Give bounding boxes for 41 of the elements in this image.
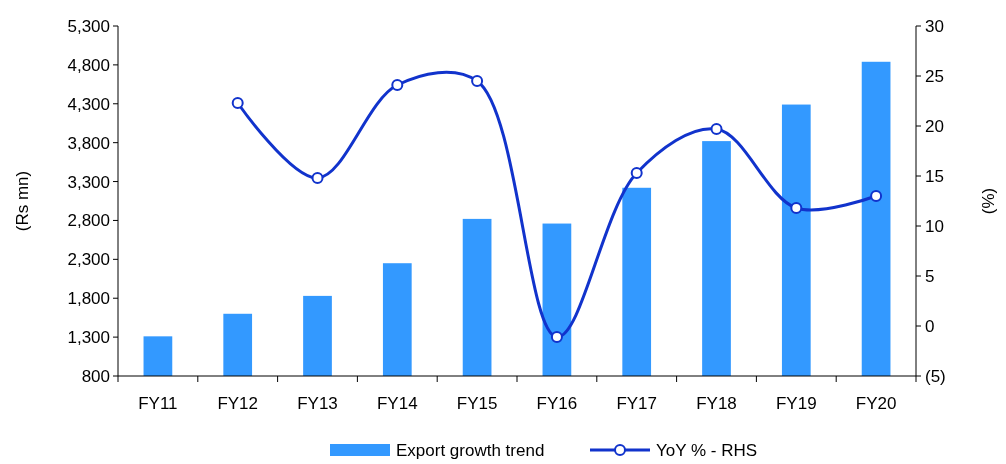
point <box>870 190 883 202</box>
legend-label: YoY % - RHS <box>656 441 758 460</box>
x-tick-label: FY12 <box>217 394 259 413</box>
x-tick-label: FY11 <box>138 394 178 413</box>
x-tick-label: FY18 <box>696 394 737 413</box>
y2-tick-label: (5) <box>925 367 946 386</box>
point <box>391 79 404 91</box>
y2-axis-title: (%) <box>979 187 998 215</box>
point <box>231 97 244 109</box>
point <box>790 202 803 214</box>
y-tick-label: 4,800 <box>67 55 110 75</box>
y2-tick-label: 0 <box>925 317 935 336</box>
point <box>471 75 484 87</box>
y2-tick-label: 10 <box>925 217 944 236</box>
y-tick-label: 800 <box>81 367 110 386</box>
legend-label: Export growth trend <box>396 441 545 460</box>
y-tick-label: 1,300 <box>67 328 110 348</box>
x-tick-label: FY15 <box>456 394 498 413</box>
x-tick-label: FY19 <box>775 394 817 413</box>
y2-tick-label: 15 <box>925 167 944 186</box>
x-tick-label: FY17 <box>616 394 658 413</box>
x-tick-label: FY14 <box>376 394 418 413</box>
y-tick-label: 5,300 <box>67 17 110 36</box>
y-axis-title: (Rs mn) <box>13 170 32 232</box>
y-tick-label: 3,800 <box>67 133 110 153</box>
x-tick-label: FY20 <box>855 394 897 413</box>
y2-tick-label: 20 <box>925 117 944 136</box>
y-tick-label: 2,800 <box>67 211 110 231</box>
point <box>710 123 723 135</box>
y-tick-label: 3,300 <box>67 172 110 192</box>
y2-tick-label: 25 <box>925 67 944 86</box>
point <box>630 167 643 179</box>
x-tick-label: FY16 <box>536 394 578 413</box>
y-tick-label: 4,300 <box>67 94 110 114</box>
point <box>550 331 563 343</box>
x-tick-label: FY13 <box>297 394 338 413</box>
y-tick-label: 2,300 <box>67 250 110 270</box>
y2-tick-label: 30 <box>925 17 944 36</box>
y2-tick-label: 5 <box>925 267 935 286</box>
point <box>311 172 324 184</box>
y-tick-label: 1,800 <box>67 289 110 309</box>
